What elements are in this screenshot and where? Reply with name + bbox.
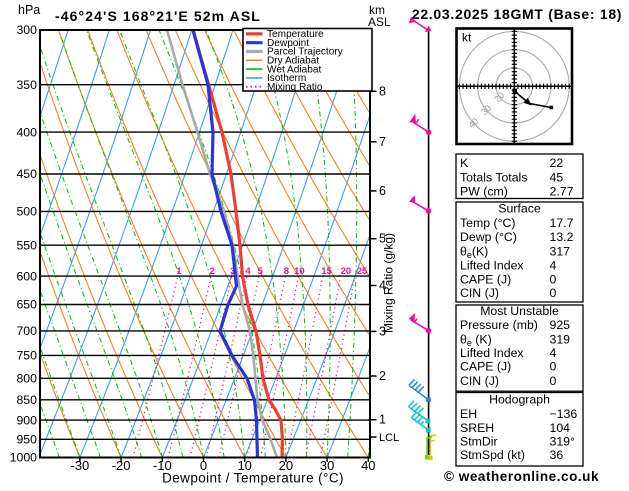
svg-text:1: 1 [379, 413, 386, 427]
svg-text:Parcel Trajectory: Parcel Trajectory [267, 47, 344, 58]
svg-text:EH: EH [460, 407, 477, 421]
svg-text:2: 2 [379, 369, 386, 383]
svg-text:40: 40 [466, 116, 480, 130]
svg-text:550: 550 [16, 238, 37, 252]
svg-text:Lifted Index: Lifted Index [460, 259, 524, 273]
svg-text:2: 2 [210, 266, 215, 277]
svg-text:Dry Adiabat: Dry Adiabat [267, 56, 319, 67]
svg-text:30: 30 [320, 458, 334, 473]
svg-text:Temperature: Temperature [267, 29, 324, 40]
svg-text:0: 0 [200, 458, 207, 473]
svg-text:-10: -10 [153, 458, 172, 473]
svg-text:700: 700 [16, 324, 37, 338]
svg-text:104: 104 [550, 421, 571, 435]
svg-text:13.2: 13.2 [550, 230, 574, 244]
svg-text:2.77: 2.77 [550, 185, 574, 199]
svg-text:400: 400 [16, 125, 37, 139]
svg-text:Mixing Ratio (g/kg): Mixing Ratio (g/kg) [382, 233, 396, 333]
svg-text:-20: -20 [112, 458, 131, 473]
svg-text:StmSpd (kt): StmSpd (kt) [460, 448, 525, 462]
svg-text:SREH: SREH [460, 421, 494, 435]
svg-text:20: 20 [341, 266, 352, 277]
svg-text:km: km [369, 3, 385, 17]
svg-text:925: 925 [550, 318, 571, 332]
svg-text:θe(K): θe(K) [460, 244, 488, 259]
svg-text:317: 317 [550, 244, 571, 258]
svg-text:StmDir: StmDir [460, 434, 498, 448]
svg-text:Wet Adiabat: Wet Adiabat [267, 64, 321, 75]
svg-text:4: 4 [379, 279, 386, 293]
svg-text:8: 8 [379, 84, 386, 98]
svg-text:−136: −136 [550, 407, 578, 421]
svg-text:750: 750 [16, 349, 37, 363]
svg-text:6: 6 [379, 184, 386, 198]
svg-text:-30: -30 [71, 458, 90, 473]
svg-text:22: 22 [550, 156, 564, 170]
svg-text:850: 850 [16, 393, 37, 407]
svg-text:Isotherm: Isotherm [267, 73, 306, 84]
svg-text:15: 15 [321, 266, 332, 277]
svg-text:25: 25 [357, 266, 368, 277]
svg-text:22.03.2025 18GMT (Base: 18): 22.03.2025 18GMT (Base: 18) [412, 6, 622, 22]
svg-text:4: 4 [245, 266, 251, 277]
svg-text:36: 36 [550, 448, 564, 462]
svg-text:600: 600 [16, 269, 37, 283]
svg-text:1000: 1000 [10, 451, 38, 465]
svg-text:Mixing Ratio: Mixing Ratio [267, 82, 323, 93]
svg-text:950: 950 [16, 433, 37, 447]
svg-text:800: 800 [16, 372, 37, 386]
svg-text:450: 450 [16, 167, 37, 181]
svg-text:350: 350 [16, 78, 37, 92]
svg-text:Totals Totals: Totals Totals [460, 171, 527, 185]
svg-text:PW (cm): PW (cm) [460, 185, 508, 199]
svg-text:1: 1 [176, 266, 182, 277]
svg-text:10: 10 [294, 266, 305, 277]
svg-text:10: 10 [237, 458, 251, 473]
svg-text:Surface: Surface [498, 202, 541, 216]
svg-text:hPa: hPa [18, 3, 40, 17]
svg-text:20: 20 [279, 458, 293, 473]
svg-text:650: 650 [16, 298, 37, 312]
svg-text:3: 3 [379, 324, 386, 338]
svg-text:4: 4 [550, 346, 557, 360]
svg-text:319°: 319° [550, 434, 576, 448]
svg-text:40: 40 [361, 458, 375, 473]
svg-text:ASL: ASL [368, 15, 391, 29]
svg-text:0: 0 [550, 360, 557, 374]
svg-text:4: 4 [550, 259, 557, 273]
svg-text:5: 5 [379, 232, 386, 246]
svg-text:0: 0 [550, 273, 557, 287]
svg-text:Pressure (mb): Pressure (mb) [460, 318, 538, 332]
svg-text:300: 300 [16, 23, 37, 37]
svg-text:CAPE (J): CAPE (J) [460, 273, 511, 287]
svg-text:CAPE (J): CAPE (J) [460, 360, 511, 374]
svg-text:17.7: 17.7 [550, 216, 574, 230]
svg-text:kt: kt [462, 31, 472, 45]
svg-text:CIN (J): CIN (J) [460, 286, 499, 300]
svg-text:3: 3 [230, 266, 235, 277]
svg-text:Lifted Index: Lifted Index [460, 346, 524, 360]
svg-text:500: 500 [16, 205, 37, 219]
svg-text:Most Unstable: Most Unstable [480, 304, 559, 318]
svg-text:Dewpoint / Temperature (°C): Dewpoint / Temperature (°C) [162, 471, 344, 486]
svg-text:0: 0 [550, 374, 557, 388]
svg-text:319: 319 [550, 332, 571, 346]
svg-text:45: 45 [550, 171, 564, 185]
svg-text:-46°24'S 168°21'E 52m ASL: -46°24'S 168°21'E 52m ASL [55, 8, 261, 24]
svg-text:900: 900 [16, 413, 37, 427]
svg-text:CIN (J): CIN (J) [460, 374, 499, 388]
svg-text:0: 0 [550, 286, 557, 300]
svg-text:5: 5 [257, 266, 263, 277]
svg-text:K: K [460, 156, 469, 170]
svg-text:7: 7 [379, 135, 386, 149]
svg-text:Dewp (°C): Dewp (°C) [460, 230, 517, 244]
svg-text:© weatheronline.co.uk: © weatheronline.co.uk [444, 469, 599, 484]
svg-text:Temp (°C): Temp (°C) [460, 216, 515, 230]
svg-text:8: 8 [284, 266, 289, 277]
svg-text:Hodograph: Hodograph [489, 393, 550, 407]
svg-text:LCL: LCL [379, 432, 399, 444]
svg-text:Dewpoint: Dewpoint [267, 38, 309, 49]
